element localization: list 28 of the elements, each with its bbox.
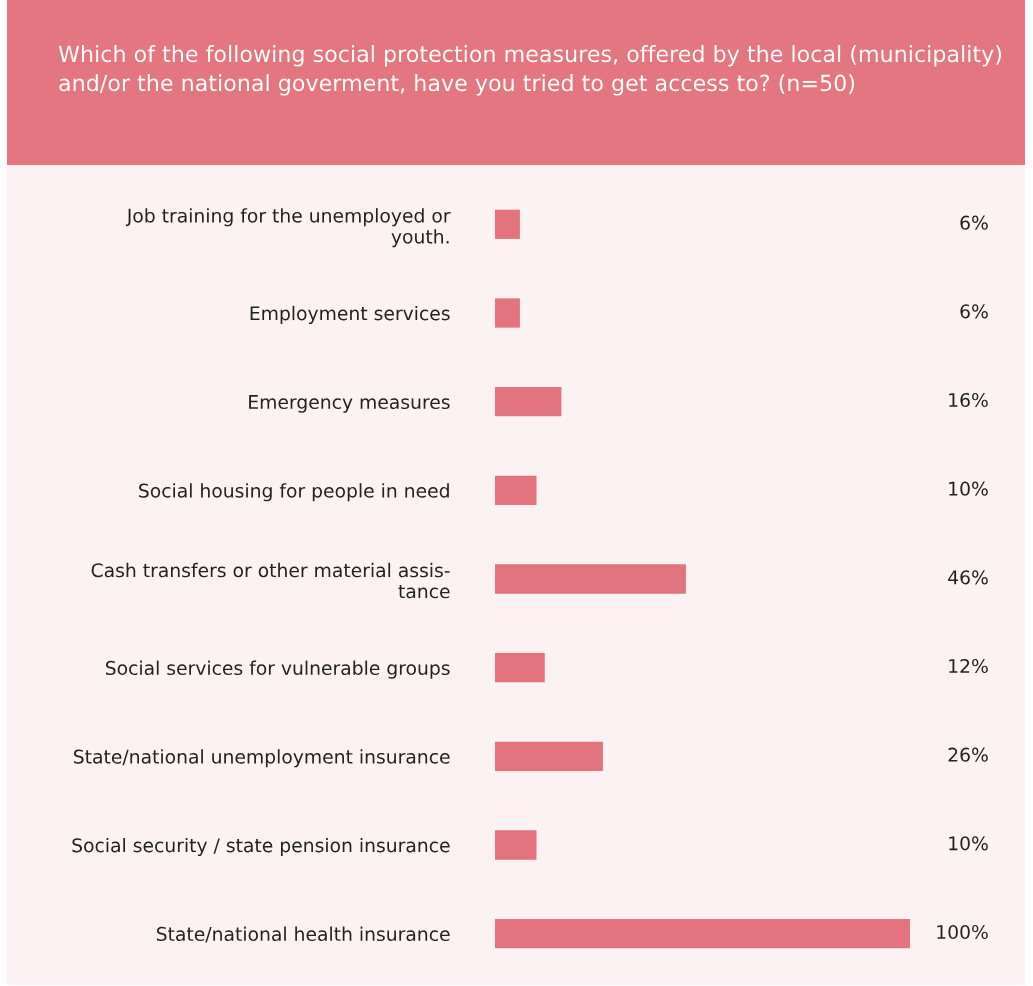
y-tick-label: Social services for vulnerable groups: [105, 660, 450, 679]
bar: [495, 653, 545, 683]
data-label: 46%: [948, 570, 988, 585]
y-tick-label: Social housing for people in need: [139, 483, 449, 502]
chart-title: Which of the following social protection measures, offered by the local (municipality) and/or the national goverment, have you tried to get access to? (n=50): [58, 45, 1002, 96]
bar: [495, 830, 537, 860]
bar: [495, 298, 520, 328]
y-tick-label: State/national unemployment insurance: [73, 749, 450, 768]
data-label: 10%: [949, 481, 988, 496]
bar: [495, 741, 603, 771]
data-label: 6%: [960, 215, 988, 230]
y-tick-label: Social security / state pension insurance: [72, 837, 450, 857]
y-tick-label: Emergency measures: [249, 395, 450, 413]
data-label: 12%: [949, 658, 988, 674]
bar: [495, 209, 520, 239]
bar: [495, 564, 686, 594]
data-label: 26%: [948, 747, 988, 762]
data-label: 10%: [949, 836, 988, 851]
bar: [495, 387, 562, 417]
data-label: 16%: [949, 392, 988, 408]
y-tick-label: State/national health insurance: [156, 926, 450, 943]
data-label: 6%: [960, 304, 988, 319]
bar: [495, 475, 537, 505]
bar: [495, 919, 910, 949]
y-tick-label: Job training for the unemployed or youth.: [125, 208, 451, 248]
y-tick-label: Employment services: [250, 305, 450, 325]
y-tick-label: Cash transfers or other material assis- tance: [91, 562, 450, 599]
data-label: 100%: [937, 924, 988, 940]
